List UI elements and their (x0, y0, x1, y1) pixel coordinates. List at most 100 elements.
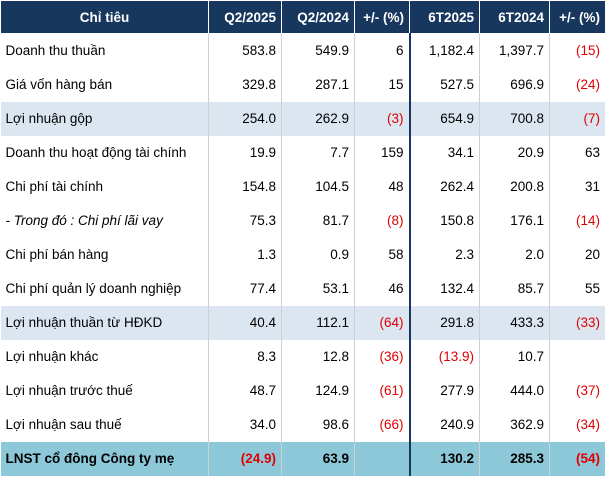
change-6m-pct: (54) (549, 441, 605, 476)
change-6m-pct: 63 (549, 135, 605, 170)
value-6m-2025: 34.1 (409, 135, 480, 170)
value-6m-2024: 285.3 (479, 441, 550, 476)
change-6m-pct: (14) (549, 203, 605, 238)
row-label: Chi phí bán hàng (0, 237, 209, 272)
row-label: Lợi nhuận thuần từ HĐKD (0, 305, 209, 340)
value-6m-2025: 262.4 (409, 169, 480, 204)
row-label: Lợi nhuận khác (0, 339, 209, 374)
change-6m-pct: (34) (549, 407, 605, 442)
value-6m-2024: 20.9 (479, 135, 550, 170)
value-q2-2025: 19.9 (208, 135, 282, 170)
row-label: Lợi nhuận trước thuế (0, 373, 209, 408)
value-q2-2025: (24.9) (208, 441, 282, 476)
change-quarter-pct: 6 (354, 33, 411, 68)
value-q2-2025: 154.8 (208, 169, 282, 204)
row-label: LNST cổ đông Công ty mẹ (0, 441, 209, 476)
change-quarter-pct (354, 441, 411, 476)
value-6m-2025: 277.9 (409, 373, 480, 408)
value-6m-2024: 10.7 (479, 339, 550, 374)
value-6m-2025: 150.8 (409, 203, 480, 238)
column-header-indicator: Chỉ tiêu (0, 0, 209, 34)
value-6m-2024: 696.9 (479, 67, 550, 102)
change-quarter-pct: (36) (354, 339, 411, 374)
table-row: Lợi nhuận trước thuế 48.7 124.9 (61) 277.9 44… (0, 373, 605, 408)
value-6m-2024: 444.0 (479, 373, 550, 408)
row-label: Giá vốn hàng bán (0, 67, 209, 102)
row-label: - Trong đó : Chi phí lãi vay (0, 203, 209, 238)
value-q2-2024: 81.7 (281, 203, 355, 238)
value-6m-2025: 2.3 (409, 237, 480, 272)
value-6m-2025: 240.9 (409, 407, 480, 442)
value-q2-2024: 124.9 (281, 373, 355, 408)
value-q2-2024: 549.9 (281, 33, 355, 68)
change-quarter-pct: 48 (354, 169, 411, 204)
value-6m-2024: 176.1 (479, 203, 550, 238)
value-q2-2025: 75.3 (208, 203, 282, 238)
column-header-6m-2024: 6T2024 (479, 0, 550, 34)
table-row: Doanh thu hoạt động tài chính 19.9 7.7 159 3… (0, 135, 605, 170)
change-6m-pct: 55 (549, 271, 605, 306)
value-q2-2024: 0.9 (281, 237, 355, 272)
value-6m-2024: 362.9 (479, 407, 550, 442)
header-row: Chỉ tiêu Q2/2025 Q2/2024 +/- (%) 6T2025 … (0, 0, 605, 34)
table-row: Lợi nhuận thuần từ HĐKD 40.4 112.1 (64) 291.… (0, 305, 605, 340)
value-q2-2025: 329.8 (208, 67, 282, 102)
value-q2-2024: 53.1 (281, 271, 355, 306)
value-6m-2024: 700.8 (479, 101, 550, 136)
change-quarter-pct: 15 (354, 67, 411, 102)
change-quarter-pct: (3) (354, 101, 411, 136)
value-6m-2025: 654.9 (409, 101, 480, 136)
change-quarter-pct: (61) (354, 373, 411, 408)
change-quarter-pct: 58 (354, 237, 411, 272)
value-6m-2025: (13.9) (409, 339, 480, 374)
value-q2-2024: 262.9 (281, 101, 355, 136)
change-quarter-pct: (66) (354, 407, 411, 442)
table-row: Lợi nhuận khác 8.3 12.8 (36) (13.9) 10.7 (0, 339, 605, 374)
value-6m-2024: 433.3 (479, 305, 550, 340)
table-row: LNST cổ đông Công ty mẹ (24.9) 63.9 130.2 28… (0, 441, 605, 476)
value-q2-2024: 98.6 (281, 407, 355, 442)
table-row: Chi phí quản lý doanh nghiệp 77.4 53.1 46 13… (0, 271, 605, 306)
value-6m-2024: 2.0 (479, 237, 550, 272)
column-header-q2-2025: Q2/2025 (208, 0, 282, 34)
table-row: - Trong đó : Chi phí lãi vay 75.3 81.7 (8) 1… (0, 203, 605, 238)
table-row: Giá vốn hàng bán 329.8 287.1 15 527.5 696.9 (2… (0, 67, 605, 102)
change-6m-pct: (33) (549, 305, 605, 340)
row-label: Lợi nhuận gộp (0, 101, 209, 136)
value-6m-2025: 291.8 (409, 305, 480, 340)
change-6m-pct: (7) (549, 101, 605, 136)
change-6m-pct (549, 339, 605, 374)
table-row: Chi phí bán hàng 1.3 0.9 58 2.3 2.0 20 (0, 237, 605, 272)
value-q2-2024: 112.1 (281, 305, 355, 340)
table-row: Doanh thu thuần 583.8 549.9 6 1,182.4 1,397.7… (0, 33, 605, 68)
table-row: Lợi nhuận gộp 254.0 262.9 (3) 654.9 700.8 (7) (0, 101, 605, 136)
value-q2-2025: 583.8 (208, 33, 282, 68)
value-6m-2024: 200.8 (479, 169, 550, 204)
value-q2-2025: 48.7 (208, 373, 282, 408)
change-6m-pct: (15) (549, 33, 605, 68)
value-q2-2025: 1.3 (208, 237, 282, 272)
change-quarter-pct: 159 (354, 135, 411, 170)
value-q2-2024: 12.8 (281, 339, 355, 374)
value-6m-2025: 132.4 (409, 271, 480, 306)
column-header-6m-2025: 6T2025 (409, 0, 480, 34)
row-label: Doanh thu hoạt động tài chính (0, 135, 209, 170)
row-label: Chi phí quản lý doanh nghiệp (0, 271, 209, 306)
value-q2-2025: 77.4 (208, 271, 282, 306)
row-label: Lợi nhuận sau thuế (0, 407, 209, 442)
value-q2-2025: 40.4 (208, 305, 282, 340)
table-row: Lợi nhuận sau thuế 34.0 98.6 (66) 240.9 362.9… (0, 407, 605, 442)
value-q2-2024: 287.1 (281, 67, 355, 102)
value-q2-2025: 8.3 (208, 339, 282, 374)
value-q2-2024: 63.9 (281, 441, 355, 476)
change-6m-pct: 20 (549, 237, 605, 272)
value-q2-2025: 34.0 (208, 407, 282, 442)
value-q2-2024: 7.7 (281, 135, 355, 170)
change-6m-pct: (24) (549, 67, 605, 102)
value-6m-2024: 85.7 (479, 271, 550, 306)
change-6m-pct: (37) (549, 373, 605, 408)
value-q2-2024: 104.5 (281, 169, 355, 204)
column-header-quarter-change: +/- (%) (354, 0, 410, 34)
value-6m-2025: 527.5 (409, 67, 480, 102)
